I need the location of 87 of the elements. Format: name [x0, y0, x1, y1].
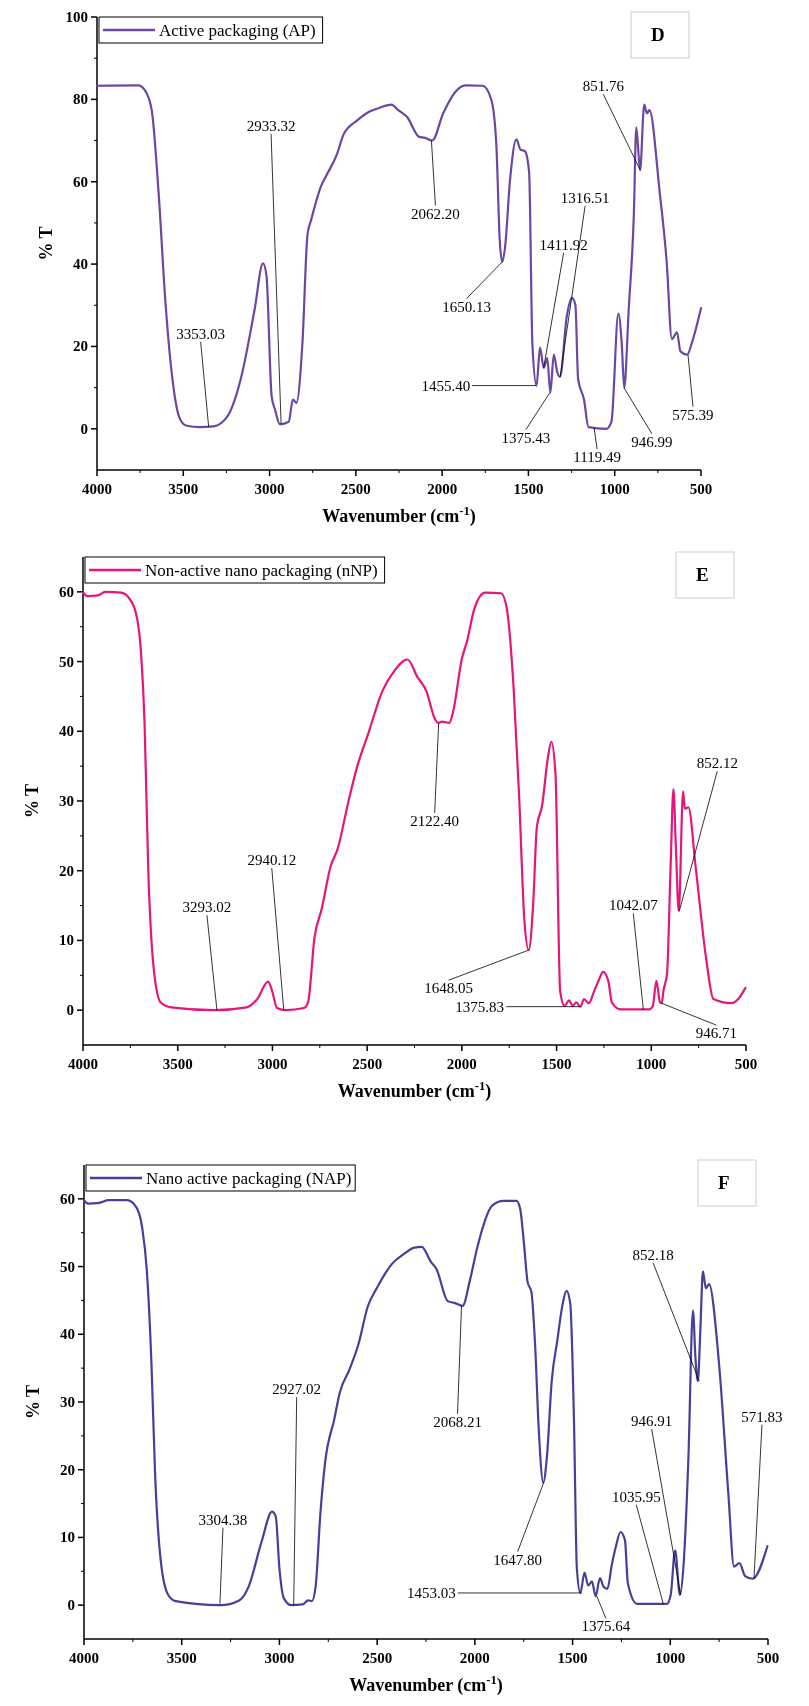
annotation: 1316.51 — [560, 189, 610, 206]
legend-label: Active packaging (AP) — [159, 21, 316, 40]
annotation: 946.91 — [631, 1412, 673, 1429]
x-tick-label: 2500 — [340, 481, 371, 497]
annotation: 2068.21 — [433, 1413, 482, 1430]
x-axis-title: Wavenumber (cm$^{-1}$) — [337, 1079, 492, 1102]
x-tick-label: 1500 — [557, 1650, 588, 1666]
annotation: 851.76 — [582, 78, 625, 95]
annotation: 2122.40 — [410, 812, 460, 829]
annotation: 2062.20 — [411, 205, 460, 222]
y-tick-label: 40 — [73, 256, 88, 273]
y-tick-label: 20 — [60, 1461, 75, 1478]
x-tick-label: 4000 — [68, 1056, 98, 1072]
annotation: 852.18 — [632, 1247, 674, 1264]
y-tick-label: 80 — [73, 91, 88, 108]
annotation: 2927.02 — [272, 1381, 322, 1398]
x-tick-label: 3000 — [254, 481, 285, 497]
annotation: 1453.03 — [407, 1584, 456, 1601]
annotation: 1375.43 — [501, 429, 551, 446]
y-tick-label: 50 — [60, 1258, 75, 1275]
annotation: 1375.64 — [581, 1618, 631, 1635]
line-series — [81, 590, 747, 1012]
y-axis-title: % T — [22, 783, 42, 819]
annotation: 1647.80 — [493, 1551, 543, 1568]
x-tick-label: 2000 — [446, 1056, 477, 1072]
y-tick-label: 0 — [80, 420, 88, 437]
annotation: 575.39 — [672, 406, 714, 423]
annotation: 1648.05 — [424, 980, 473, 997]
x-tick-label: 2000 — [427, 481, 458, 497]
x-tick-label: 2500 — [362, 1650, 393, 1666]
y-tick-label: 0 — [66, 1002, 74, 1019]
annotation: 3353.03 — [176, 325, 226, 342]
y-tick-label: 50 — [59, 653, 74, 670]
legend-label: Nano active packaging (NAP) — [146, 1169, 352, 1188]
x-tick-label: 1500 — [541, 1056, 572, 1072]
x-tick-label: 3500 — [162, 1056, 193, 1072]
x-tick-label: 1000 — [599, 481, 630, 497]
x-tick-label: 3500 — [166, 1650, 197, 1666]
x-tick-label: 2000 — [459, 1650, 490, 1666]
y-tick-label: 60 — [60, 1190, 75, 1207]
y-tick-label: 20 — [59, 862, 74, 879]
x-tick-label: 1000 — [655, 1650, 686, 1666]
x-tick-label: 500 — [734, 1056, 758, 1072]
annotation: 946.99 — [631, 433, 673, 450]
x-tick-label: 4000 — [69, 1650, 99, 1666]
legend-label: Non-active nano packaging (nNP) — [145, 561, 378, 580]
annotation: 2940.12 — [247, 852, 297, 869]
y-tick-label: 20 — [73, 338, 88, 355]
annotation: 1035.95 — [611, 1488, 661, 1505]
y-tick-label: 30 — [59, 793, 74, 809]
annotation: 1042.07 — [608, 897, 659, 914]
annotation: D — [651, 24, 665, 45]
annotation: 1411.92 — [539, 236, 588, 253]
annotation: 1375.83 — [455, 998, 505, 1015]
annotation: 3304.38 — [198, 1511, 248, 1528]
y-axis-title: % T — [36, 226, 56, 261]
x-tick-label: 2500 — [352, 1056, 383, 1072]
annotation: 2933.32 — [246, 117, 296, 134]
x-tick-label: 500 — [756, 1650, 780, 1666]
y-tick-label: 10 — [59, 932, 74, 949]
annotation: 571.83 — [741, 1408, 783, 1425]
x-tick-label: 3000 — [257, 1056, 288, 1072]
x-tick-label: 3000 — [264, 1650, 295, 1666]
y-tick-label: 60 — [73, 173, 88, 190]
x-tick-label: 3500 — [168, 481, 199, 497]
y-tick-label: 100 — [65, 9, 88, 25]
x-axis-title: Wavenumber (cm$^{-1}$) — [349, 1673, 503, 1696]
y-tick-label: 60 — [59, 583, 74, 600]
x-axis-title: Wavenumber (cm$^{-1}$) — [322, 504, 476, 527]
annotation: 1455.40 — [421, 377, 471, 394]
y-tick-label: 0 — [67, 1597, 75, 1614]
y-axis-title: % T — [23, 1384, 43, 1420]
x-tick-label: 1000 — [636, 1056, 667, 1072]
annotation: F — [718, 1172, 730, 1193]
y-tick-label: 40 — [60, 1326, 75, 1343]
y-tick-label: 10 — [60, 1529, 75, 1546]
y-tick-label: 30 — [60, 1394, 75, 1410]
annotation: 1650.13 — [442, 298, 491, 315]
annotation: 3293.02 — [182, 899, 232, 916]
annotation: 946.71 — [695, 1025, 738, 1042]
x-tick-label: 4000 — [82, 481, 112, 497]
annotation: 1119.49 — [573, 448, 621, 465]
annotation: E — [696, 564, 709, 585]
x-tick-label: 500 — [689, 481, 713, 497]
x-tick-label: 1500 — [513, 481, 544, 497]
annotation: 852.12 — [696, 755, 738, 772]
y-tick-label: 40 — [59, 723, 74, 740]
